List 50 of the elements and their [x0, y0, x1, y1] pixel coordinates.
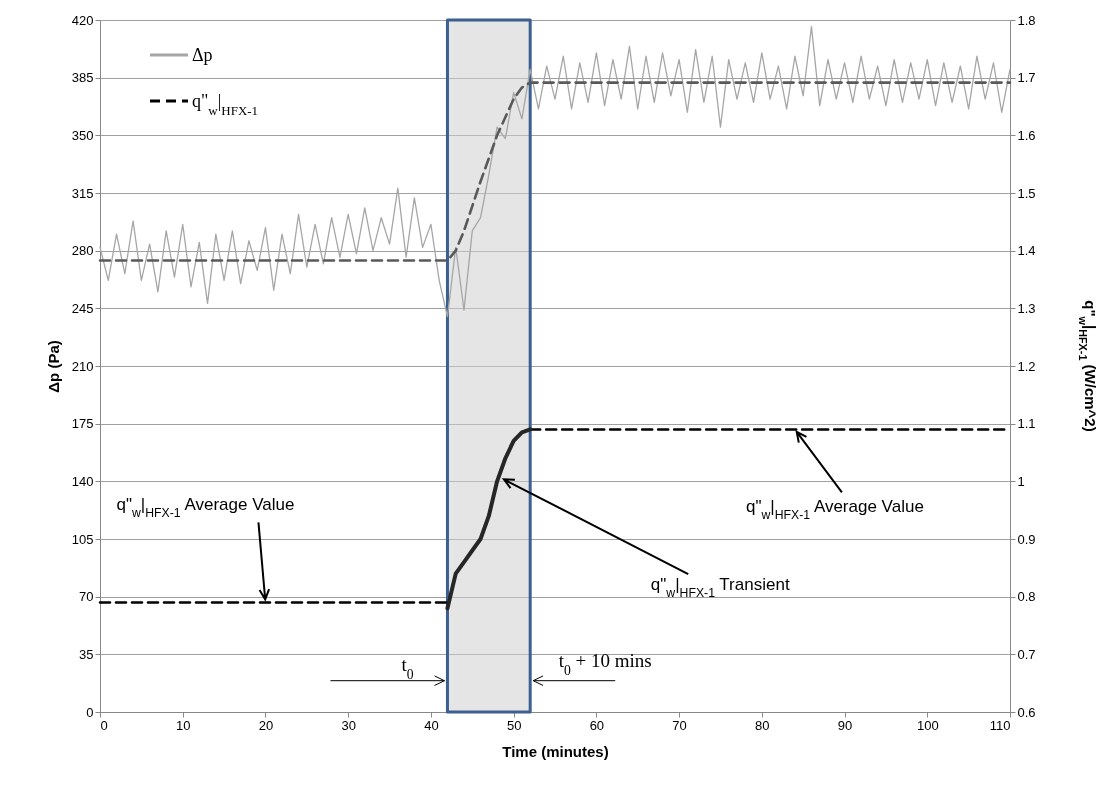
- x-tick-label: 60: [589, 717, 605, 733]
- y-tick-label: 140: [71, 473, 94, 489]
- y-tick-label: 210: [71, 358, 94, 374]
- y-tick-label: 385: [71, 70, 94, 86]
- y2-tick-label: 1.3: [1017, 300, 1036, 316]
- y-axis-title: Δp (Pa): [44, 340, 62, 393]
- y-tick-label: 280: [71, 243, 94, 259]
- x-tick-label: 80: [755, 717, 770, 733]
- y-tick-label: 175: [71, 416, 94, 432]
- annotation: q"$_{w}$|$_{HFX-1}$ Transient: [650, 575, 790, 601]
- y-tick-label: 245: [71, 300, 94, 316]
- y2-tick-label: 1.2: [1017, 358, 1036, 374]
- x-tick-label: 70: [672, 717, 687, 733]
- x-tick-label: 50: [506, 717, 522, 733]
- y2-tick-label: 1: [1017, 473, 1025, 489]
- x-tick-label: 110: [989, 717, 1011, 733]
- legend-label: q"$_{w}$|$_{HFX-1}$: [192, 91, 259, 118]
- x-tick-label: 0: [100, 717, 108, 733]
- y-tick-label: 315: [71, 185, 94, 201]
- y-tick-label: 0: [86, 704, 94, 720]
- y2-tick-label: 1.4: [1017, 243, 1036, 259]
- x-tick-label: 100: [916, 717, 939, 733]
- y-tick-label: 420: [71, 12, 94, 28]
- y-tick-label: 35: [79, 646, 94, 662]
- y-tick-label: 350: [71, 127, 94, 143]
- x-tick-label: 10: [175, 717, 191, 733]
- y2-tick-label: 1.1: [1017, 416, 1036, 432]
- annotation: t$_{0}$ + 10 mins: [558, 649, 652, 678]
- y2-tick-label: 1.8: [1017, 12, 1036, 28]
- y-tick-label: 70: [79, 589, 94, 605]
- y-tick-label: 105: [71, 531, 94, 547]
- line-series: [445, 427, 533, 611]
- annotation: q"$_{w}$|$_{HFX-1}$ Average Value: [116, 495, 295, 521]
- y2-tick-label: 0.8: [1017, 589, 1036, 605]
- annotation: q"$_{w}$|$_{HFX-1}$ Average Value: [745, 497, 924, 523]
- legend-label: Δp: [192, 45, 213, 65]
- y2-tick-label: 0.6: [1017, 704, 1036, 720]
- annotation: t$_{0}$: [401, 653, 414, 682]
- y2-tick-label: 1.7: [1017, 70, 1036, 86]
- x-tick-label: 30: [341, 717, 356, 733]
- x-tick-label: 20: [258, 717, 274, 733]
- x-tick-label: 90: [837, 717, 853, 733]
- y2-tick-label: 1.6: [1017, 127, 1036, 143]
- x-axis-title: Time (minutes): [502, 742, 609, 760]
- y2-tick-label: 1.5: [1017, 185, 1036, 201]
- line-series: [99, 25, 1011, 318]
- y2-tick-label: 0.7: [1017, 646, 1036, 662]
- x-tick-label: 40: [424, 717, 439, 733]
- line-series: [98, 81, 1012, 262]
- y2-tick-label: 0.9: [1017, 531, 1036, 547]
